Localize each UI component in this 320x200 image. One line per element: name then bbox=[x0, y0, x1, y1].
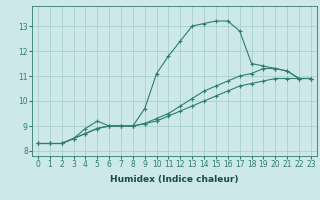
X-axis label: Humidex (Indice chaleur): Humidex (Indice chaleur) bbox=[110, 175, 239, 184]
